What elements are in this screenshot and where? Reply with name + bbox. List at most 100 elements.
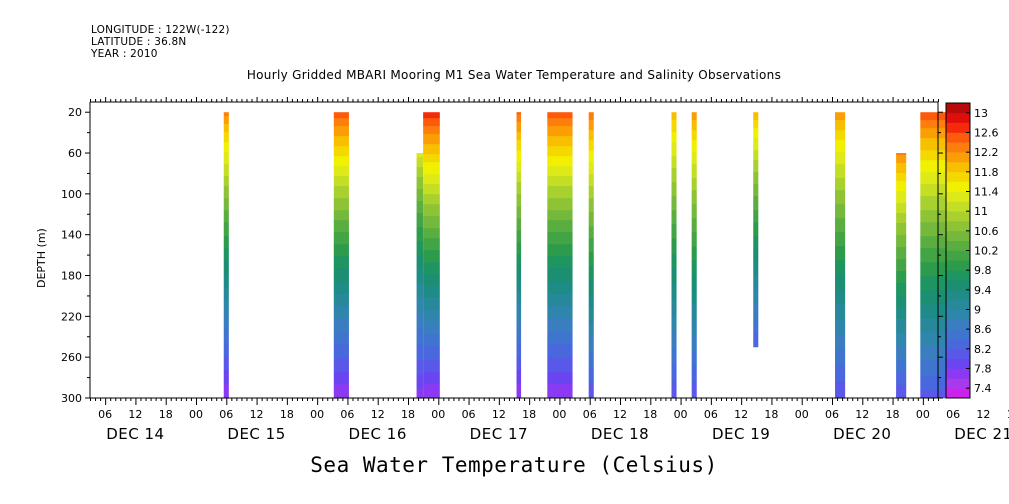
column-cell xyxy=(671,208,677,211)
column-cell xyxy=(333,318,349,321)
column-cell xyxy=(588,160,594,163)
column-cell xyxy=(920,338,951,341)
column-cell xyxy=(753,210,759,213)
column-cell xyxy=(547,288,573,291)
column-cell xyxy=(896,157,907,160)
column-cell xyxy=(416,349,424,352)
colorbar-tick-label: 11.8 xyxy=(974,166,999,179)
column-cell xyxy=(423,268,440,271)
column-cell xyxy=(547,190,573,193)
column-cell xyxy=(547,154,573,157)
column-cell xyxy=(588,302,594,305)
column-cell xyxy=(691,168,697,171)
column-cell xyxy=(835,368,846,371)
column-cell xyxy=(223,192,229,195)
column-cell xyxy=(835,276,846,279)
column-cell xyxy=(753,196,759,199)
column-cell xyxy=(333,176,349,179)
column-cell xyxy=(691,146,697,149)
column-cell xyxy=(333,366,349,369)
column-cell xyxy=(691,244,697,247)
column-cell xyxy=(671,204,677,207)
column-cell xyxy=(896,271,907,274)
column-cell xyxy=(516,274,522,277)
column-cell xyxy=(691,226,697,229)
column-cell xyxy=(423,382,440,385)
column-cell xyxy=(753,234,759,237)
column-cell xyxy=(753,130,759,133)
column-cell xyxy=(671,374,677,377)
column-cell xyxy=(753,184,759,187)
column-cell xyxy=(223,122,229,125)
column-cell xyxy=(920,376,951,379)
column-cell xyxy=(547,270,573,273)
column-cell xyxy=(835,144,846,147)
column-cell xyxy=(920,286,951,289)
column-cell xyxy=(920,284,951,287)
column-cell xyxy=(588,236,594,239)
column-cell xyxy=(896,317,907,320)
column-cell xyxy=(753,112,759,115)
column-cell xyxy=(691,342,697,345)
column-cell xyxy=(588,300,594,303)
column-cell xyxy=(516,260,522,263)
column-cell xyxy=(423,364,440,367)
column-cell xyxy=(588,272,594,275)
column-cell xyxy=(896,305,907,308)
column-cell xyxy=(671,128,677,131)
column-cell xyxy=(896,161,907,164)
column-cell xyxy=(423,310,440,313)
column-cell xyxy=(896,171,907,174)
column-cell xyxy=(516,234,522,237)
column-cell xyxy=(920,332,951,335)
column-cell xyxy=(671,260,677,263)
column-cell xyxy=(588,380,594,383)
column-cell xyxy=(588,264,594,267)
column-cell xyxy=(896,375,907,378)
column-cell xyxy=(333,196,349,199)
column-cell xyxy=(223,184,229,187)
column-cell xyxy=(753,200,759,203)
column-cell xyxy=(671,140,677,143)
column-cell xyxy=(588,244,594,247)
column-cell xyxy=(835,196,846,199)
column-cell xyxy=(835,148,846,151)
colorbar-swatch xyxy=(946,358,970,369)
column-cell xyxy=(835,194,846,197)
column-cell xyxy=(588,364,594,367)
column-cell xyxy=(423,360,440,363)
column-cell xyxy=(753,292,759,295)
column-cell xyxy=(423,362,440,365)
column-cell xyxy=(691,386,697,389)
column-cell xyxy=(835,396,846,399)
column-cell xyxy=(753,256,759,259)
column-cell xyxy=(920,308,951,311)
column-cell xyxy=(416,259,424,262)
colorbar-tick-label: 12.6 xyxy=(974,127,999,140)
column-cell xyxy=(671,350,677,353)
data-column xyxy=(691,112,697,399)
column-cell xyxy=(516,254,522,257)
column-cell xyxy=(920,294,951,297)
column-cell xyxy=(753,166,759,169)
column-cell xyxy=(516,376,522,379)
column-cell xyxy=(416,177,424,180)
column-cell xyxy=(835,374,846,377)
column-cell xyxy=(691,230,697,233)
column-cell xyxy=(223,214,229,217)
column-cell xyxy=(223,322,229,325)
column-cell xyxy=(896,229,907,232)
column-cell xyxy=(516,356,522,359)
column-cell xyxy=(516,256,522,259)
column-cell xyxy=(896,379,907,382)
x-hour-tick-label: 06 xyxy=(704,408,718,421)
column-cell xyxy=(588,386,594,389)
column-cell xyxy=(423,190,440,193)
colorbar-swatch xyxy=(946,368,970,379)
column-cell xyxy=(835,154,846,157)
column-cell xyxy=(753,232,759,235)
column-cell xyxy=(547,144,573,147)
column-cell xyxy=(588,276,594,279)
column-cell xyxy=(423,314,440,317)
column-cell xyxy=(835,112,846,115)
